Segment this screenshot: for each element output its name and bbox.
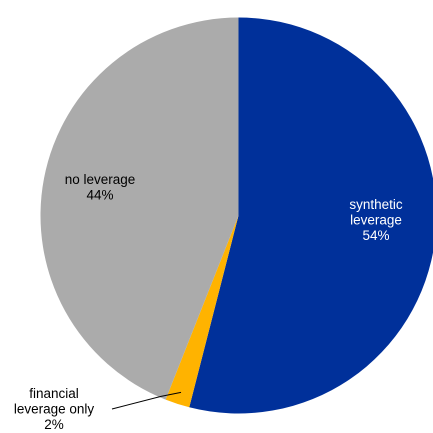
data-label-percent: 54% (362, 228, 389, 243)
data-label-category: leverage only (14, 402, 95, 417)
data-label-category: synthetic (349, 197, 403, 212)
data-label-percent: 44% (86, 188, 113, 203)
pie-slices (40, 17, 433, 414)
data-label-category: leverage (350, 213, 402, 228)
data-label-category: no leverage (65, 172, 136, 187)
data-label-percent: 2% (44, 417, 64, 432)
data-label-category: financial (29, 386, 79, 401)
pie-slice-no-leverage (40, 17, 239, 400)
leader-line (111, 391, 182, 410)
pie-slice-financial-leverage-only (165, 215, 239, 408)
pie-slice-synthetic-leverage (189, 17, 433, 414)
